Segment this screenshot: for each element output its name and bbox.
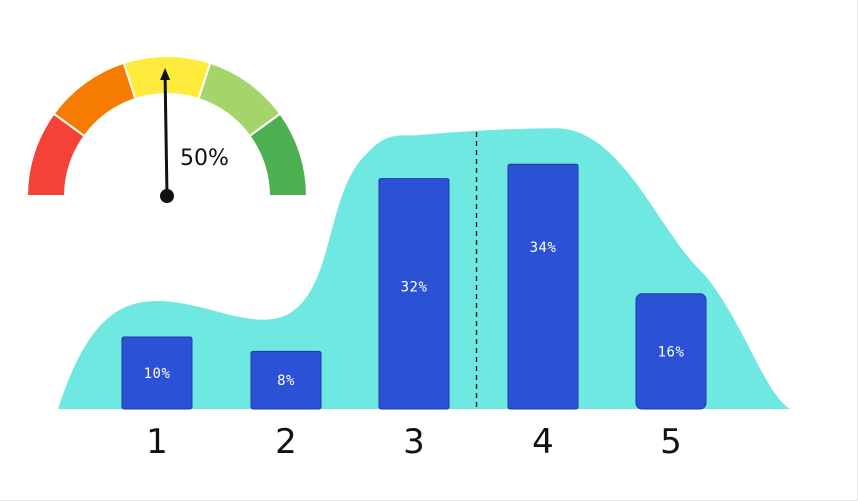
- bar-value-label-1: 10%: [144, 366, 171, 382]
- bar-value-label-5: 16%: [658, 344, 685, 360]
- bar-value-label-2: 8%: [277, 373, 295, 389]
- gauge-needle-tip: [160, 68, 171, 81]
- bar-labels-group: 10% 8% 32% 34% 16%: [144, 240, 685, 389]
- gauge-pivot: [160, 189, 174, 203]
- category-labels-group: 1 2 3 4 5: [146, 422, 682, 462]
- bar-value-label-4: 34%: [530, 240, 557, 256]
- category-label-1: 1: [146, 422, 168, 462]
- category-label-3: 3: [403, 422, 425, 462]
- category-label-4: 4: [532, 422, 554, 462]
- gauge-needle: [163, 75, 169, 197]
- bar-1: [121, 336, 193, 410]
- bar-5: [635, 293, 707, 410]
- bar-4: [507, 163, 579, 410]
- bar-value-label-3: 32%: [401, 280, 428, 296]
- bar-2: [250, 350, 322, 410]
- bars-group: [121, 163, 707, 410]
- gauge-segment-5: [248, 112, 309, 197]
- category-label-2: 2: [275, 422, 297, 462]
- gauge-value-label: 50%: [180, 146, 229, 171]
- gauge-segments: [25, 55, 309, 197]
- category-label-5: 5: [660, 422, 682, 462]
- bar-3: [378, 178, 450, 410]
- gauge: 50%: [25, 55, 309, 203]
